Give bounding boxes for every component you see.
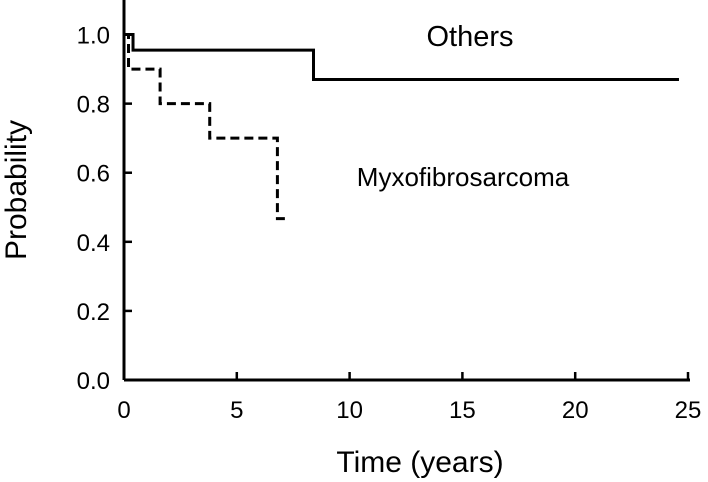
y-axis-title: Probability [0,120,33,260]
x-tick-label: 25 [675,397,702,424]
ticks: 0.0 0.2 0.4 0.6 0.8 1.0 0 5 10 15 20 25 [77,23,702,424]
y-tick-label: 1.0 [77,23,110,50]
series-line-myxofibrosarcoma [124,33,289,221]
series-line-others [124,33,679,81]
series-label-others: Others [426,21,513,53]
series [124,33,679,221]
x-tick-label: 5 [230,397,243,424]
x-tick-label: 10 [336,397,363,424]
x-tick-label: 20 [562,397,589,424]
series-label-myxofibrosarcoma: Myxofibrosarcoma [357,162,570,192]
y-tick-label: 0.6 [77,161,110,188]
y-tick-label: 0.0 [77,368,110,395]
x-axis-title: Time (years) [336,446,503,479]
x-tick-label: 15 [449,397,476,424]
axes [122,0,690,382]
y-tick-label: 0.8 [77,92,110,119]
x-tick-label: 0 [117,397,130,424]
y-tick-label: 0.4 [77,230,110,257]
labels: Others Myxofibrosarcoma [357,21,570,192]
y-tick-label: 0.2 [77,299,110,326]
